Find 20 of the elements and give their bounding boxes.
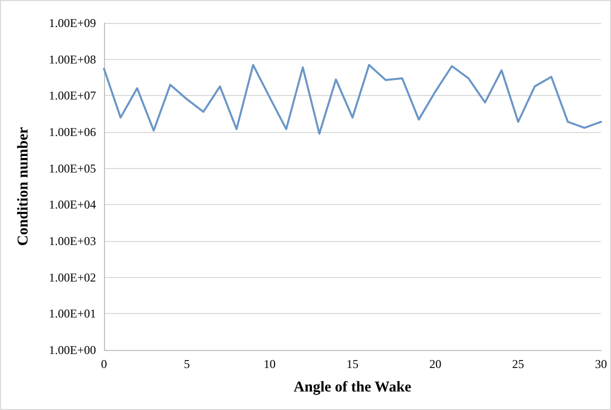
y-tick-label: 1.00E+01 — [48, 306, 96, 321]
y-tick-label: 1.00E+06 — [48, 125, 96, 139]
x-tick-label: 0 — [101, 357, 107, 371]
y-tick-label: 1.00E+03 — [48, 234, 96, 248]
y-axis-title: Condition number — [16, 126, 32, 246]
line-series — [103, 64, 602, 135]
y-tick-label: 1.00E+00 — [48, 343, 96, 357]
x-axis-title: Angle of the Wake — [294, 380, 412, 396]
x-tick-label: 25 — [512, 357, 524, 371]
x-tick-label: 30 — [595, 357, 607, 371]
x-tick-label: 10 — [264, 357, 276, 371]
y-tick-label: 1.00E+08 — [48, 52, 96, 66]
y-tick-label: 1.00E+07 — [48, 88, 96, 103]
x-tick-label: 5 — [184, 357, 190, 371]
y-tick-label: 1.00E+05 — [48, 161, 96, 176]
y-tick-label: 1.00E+04 — [48, 198, 96, 212]
y-tick-label: 1.00E+09 — [48, 16, 96, 30]
x-tick-label: 20 — [429, 357, 442, 371]
x-tick-label: 15 — [346, 357, 358, 371]
y-tick-label: 1.00E+02 — [48, 270, 96, 284]
